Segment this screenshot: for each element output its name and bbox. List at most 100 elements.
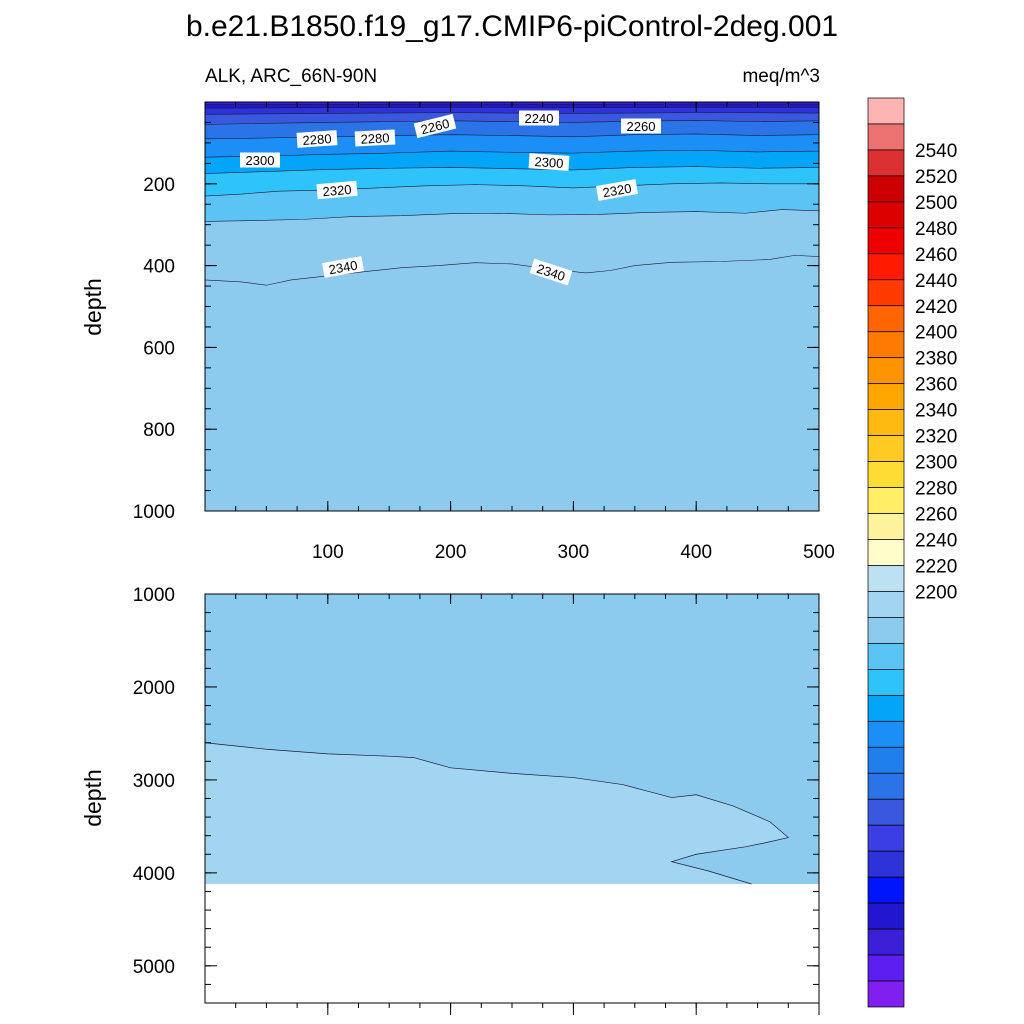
colorbar-label: 2460: [915, 245, 957, 266]
contour-label-box: [354, 129, 396, 147]
contour-label-text: 2260: [419, 116, 451, 138]
colorbar-box: [867, 928, 905, 956]
contour-label-box: [596, 179, 638, 201]
contour-label: 2300: [528, 153, 570, 171]
contour-label-box: [519, 110, 559, 126]
colorbar-label: 2280: [915, 479, 957, 500]
contour-label: 2320: [316, 180, 358, 200]
contour-label-text: 2300: [534, 154, 564, 171]
colorbar-box: [867, 980, 905, 1008]
colorbar-box: [867, 461, 905, 488]
colorbar-box: [867, 227, 905, 255]
x-tick-label: 300: [558, 542, 590, 563]
units-label: meq/m^3: [742, 66, 820, 87]
colorbar-box: [867, 798, 905, 826]
colorbar-box: [867, 383, 905, 411]
y-tick-label: 600: [143, 338, 175, 359]
contour-label-box: [322, 256, 364, 278]
y-tick-label: 200: [143, 175, 175, 196]
colorbar-box: [867, 435, 905, 462]
colorbar-label: 2200: [915, 582, 957, 603]
colorbar-box: [867, 876, 905, 904]
contour-label-text: 2320: [322, 182, 352, 199]
contour-band-2360: [205, 742, 789, 885]
contour-label-box: [529, 258, 573, 286]
colorbar-box: [867, 565, 905, 592]
colorbar-box: [867, 669, 905, 696]
colorbar-box: [867, 850, 905, 878]
colorbar-label: 2440: [915, 271, 957, 292]
colorbar-label: 2240: [915, 531, 957, 552]
colorbar-label: 2500: [915, 193, 957, 214]
contour-label: 2280: [354, 129, 396, 147]
contour-label: 2340: [322, 256, 364, 278]
colorbar-box: [867, 97, 905, 125]
contour-label: 2240: [519, 110, 559, 126]
colorbar-box: [867, 746, 905, 774]
x-tick-label: 200: [435, 542, 467, 563]
colorbar-label: 2400: [915, 323, 957, 344]
colorbar-box: [867, 617, 905, 644]
colorbar-box: [867, 123, 905, 151]
y-tick-label: 1000: [133, 502, 175, 523]
colorbar-label: 2520: [915, 167, 957, 188]
contour-label-box: [296, 130, 338, 148]
colorbar-box: [867, 175, 905, 203]
contour-label-text: 2280: [360, 130, 390, 146]
y-tick-label: 4000: [133, 864, 175, 885]
colorbar-box: [867, 201, 905, 229]
colorbar-label: 2340: [915, 401, 957, 422]
colorbar-box: [867, 539, 905, 566]
colorbar-label: 2300: [915, 453, 957, 474]
y-tick-label: 2000: [133, 678, 175, 699]
colorbar-box: [867, 331, 905, 359]
contour-label-box: [621, 118, 661, 134]
colorbar-box: [867, 487, 905, 514]
y-tick-label: 1000: [133, 585, 175, 606]
contour-label: 2260: [621, 118, 661, 134]
x-tick-label: 100: [312, 542, 344, 563]
lower-y-axis-label: depth: [80, 769, 106, 827]
contour-label-text: 2340: [328, 258, 359, 278]
contour-label: 2300: [240, 152, 280, 168]
colorbar-box: [867, 694, 905, 722]
colorbar: 2540 2520 2500 2480 2460 2440 2420 2400 2380 2360…: [867, 97, 957, 1008]
colorbar-box: [867, 253, 905, 281]
x-tick-label: 500: [803, 542, 835, 563]
colorbar-label: 2420: [915, 297, 957, 318]
contour-label-text: 2300: [246, 153, 275, 168]
lower-panel: 1000 2000 3000 4000 5000: [133, 585, 820, 1015]
colorbar-label: 2360: [915, 375, 957, 396]
colorbar-box: [867, 954, 905, 982]
colorbar-label: 2320: [915, 427, 957, 448]
colorbar-box: [867, 305, 905, 333]
colorbar-box: [867, 772, 905, 800]
colorbar-box: [867, 824, 905, 852]
contour-line-2360: [204, 742, 790, 885]
colorbar-box: [867, 409, 905, 436]
contour-label: 2280: [296, 130, 338, 148]
upper-panel: 2280 2280 2260 2240 2260 2300 2300 2320 2320 2340…: [133, 101, 835, 563]
upper-y-axis-label: depth: [80, 278, 106, 336]
colorbar-box: [867, 513, 905, 540]
y-tick-label: 400: [143, 257, 175, 278]
contour-label-text: 2280: [302, 131, 332, 148]
contour-label: 2320: [596, 179, 638, 201]
contour-label-box: [316, 180, 358, 200]
contour-label-text: 2240: [525, 111, 554, 126]
y-tick-label: 3000: [133, 771, 175, 792]
y-tick-label: 800: [143, 420, 175, 441]
variable-label: ALK, ARC_66N-90N: [205, 66, 377, 87]
colorbar-box: [867, 643, 905, 670]
y-tick-label: 5000: [133, 957, 175, 978]
colorbar-box: [867, 357, 905, 385]
contour-label-box: [528, 153, 570, 171]
chart-title: b.e21.B1850.f19_g17.CMIP6-piControl-2deg…: [186, 10, 838, 43]
contour-label-text: 2320: [602, 181, 633, 201]
colorbar-label: 2260: [915, 505, 957, 526]
contour-label-box: [240, 152, 280, 168]
colorbar-box: [867, 720, 905, 748]
contour-label-box: [413, 113, 457, 139]
colorbar-label: 2220: [915, 556, 957, 577]
